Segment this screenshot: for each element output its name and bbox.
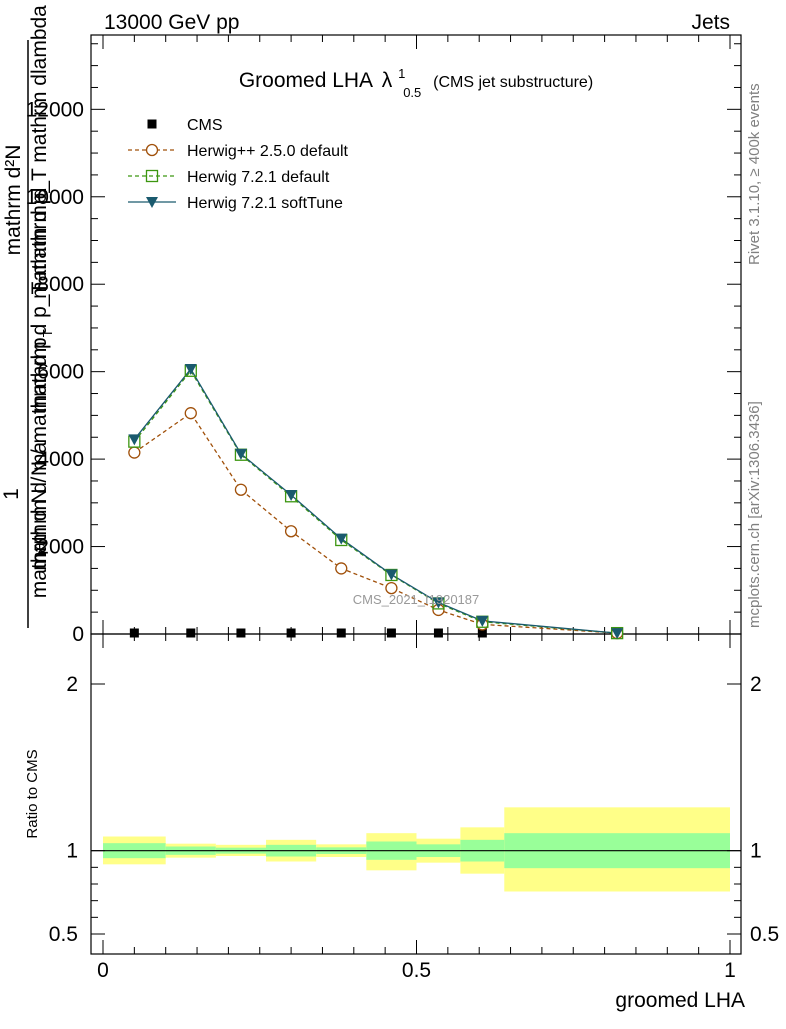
series-0-point bbox=[236, 628, 246, 638]
svg-text:Groomed LHA λ 1: Groomed LHA λ 1 0.5 (CMS jet substructur… bbox=[239, 60, 593, 102]
series-3-point bbox=[476, 615, 489, 627]
y-tick-label: 10000 bbox=[26, 186, 84, 209]
series-3-point bbox=[432, 597, 445, 609]
title-superscript: 1 bbox=[398, 66, 405, 81]
y-tick-label: 8000 bbox=[37, 273, 84, 296]
y-tick-label: 4000 bbox=[37, 448, 84, 471]
title-main: Groomed LHA bbox=[239, 69, 373, 92]
ratio-y-tick-label-right: 1 bbox=[750, 840, 762, 863]
series-3-point bbox=[285, 489, 298, 501]
legend-label-0: CMS bbox=[187, 117, 223, 134]
ratio-y-tick-label-right: 0.5 bbox=[750, 923, 779, 946]
y-tick-label: 12000 bbox=[26, 98, 84, 121]
series-markers bbox=[128, 364, 624, 640]
series-3-point bbox=[184, 364, 197, 376]
axis-ticks bbox=[91, 35, 741, 954]
title-subscript: 0.5 bbox=[403, 85, 421, 100]
y-axis-label: 1 mathrm d²N mathrm d p_T mathrm dlambda… bbox=[0, 5, 55, 628]
series-0-point bbox=[336, 628, 346, 638]
series-1-point bbox=[184, 407, 197, 420]
ratio-y-tick-label-right: 2 bbox=[750, 673, 762, 696]
title-suffix: (CMS jet substructure) bbox=[433, 74, 593, 91]
series-0-point bbox=[477, 628, 487, 638]
ratio-y-tick-label-left: 0.5 bbox=[49, 923, 78, 946]
ratio-y-axis-label: Ratio to CMS bbox=[24, 749, 41, 838]
ylabel-line-2: mathrm d N / mathrm d pT bbox=[28, 329, 55, 570]
watermark-label: CMS_2021_I1920187 bbox=[353, 592, 480, 607]
ylabel-fraction-one: 1 bbox=[0, 488, 23, 500]
title-lambda: λ bbox=[382, 69, 393, 92]
series-0-point bbox=[129, 628, 139, 638]
y-tick-label: 6000 bbox=[37, 361, 84, 384]
ylabel-line-1-text: mathrm d p_T mathrm dlambda bbox=[28, 5, 51, 299]
legend-label-2: Herwig 7.2.1 default bbox=[187, 169, 330, 186]
ylabel-line-2-text: mathrm d N / mathrm d p bbox=[28, 337, 51, 570]
legend-label-1: Herwig++ 2.5.0 default bbox=[187, 143, 349, 160]
header-left: 13000 GeV pp bbox=[104, 11, 239, 34]
series-1-point bbox=[385, 581, 398, 595]
plot-title: Groomed LHA λ 1 0.5 (CMS jet substructur… bbox=[239, 60, 593, 102]
legend-marker-0 bbox=[147, 119, 157, 129]
series-3-point bbox=[234, 448, 247, 460]
legend-label-3: Herwig 7.2.1 softTune bbox=[187, 195, 343, 212]
ylabel-line-4: mathrm d N / ma bbox=[28, 442, 51, 599]
series-0-point bbox=[386, 628, 396, 638]
series-0-point bbox=[286, 628, 296, 638]
axis-tick-labels: 0 2000 4000 6000 8000 10000 12000 0 0.5 1 0.5 0.5 1 1… bbox=[26, 98, 780, 982]
ratio-y-tick-label-left: 1 bbox=[66, 840, 78, 863]
ratio-plot-frame bbox=[90, 633, 742, 955]
series-3-point bbox=[385, 569, 398, 581]
x-tick-label: 0.5 bbox=[402, 959, 431, 982]
ratio-y-tick-label-left: 2 bbox=[66, 673, 78, 696]
x-axis-label: groomed LHA bbox=[615, 989, 745, 1012]
y-tick-label: 2000 bbox=[37, 536, 84, 559]
mcplots-credit-text: mcplots.cern.ch [arXiv:1306.3436] bbox=[746, 401, 763, 628]
ratio-band-group bbox=[103, 807, 730, 892]
series-0-point bbox=[433, 628, 443, 638]
series-3-point bbox=[335, 533, 348, 545]
ylabel-line-1: mathrm d p_T mathrm dlambda bbox=[28, 5, 51, 299]
ylabel-line-3: mathrm d p_T mathrm d bbox=[28, 188, 51, 413]
legend-marker-1 bbox=[145, 143, 159, 157]
x-tick-label: 1 bbox=[724, 959, 736, 982]
legend-marker-2 bbox=[145, 169, 159, 183]
series-1-point bbox=[128, 446, 141, 459]
series-1-point bbox=[234, 483, 248, 496]
series-0-point bbox=[186, 628, 196, 638]
series-1-point bbox=[335, 562, 348, 575]
header-right: Jets bbox=[691, 11, 730, 34]
series-1-point bbox=[284, 525, 298, 538]
y-tick-label: 0 bbox=[72, 623, 84, 646]
legend-marker-3 bbox=[146, 197, 158, 208]
ylabel-line-2-sub: T bbox=[40, 329, 55, 337]
x-tick-label: 0 bbox=[97, 959, 109, 982]
rivet-version-text: Rivet 3.1.10, ≥ 400k events bbox=[746, 83, 763, 265]
series-3-point bbox=[611, 628, 624, 640]
legend: CMS Herwig++ 2.5.0 default Herwig 7.2.1 de… bbox=[128, 117, 349, 212]
series-3-point bbox=[128, 434, 141, 446]
ylabel-numerator: mathrm d²N bbox=[2, 145, 25, 256]
